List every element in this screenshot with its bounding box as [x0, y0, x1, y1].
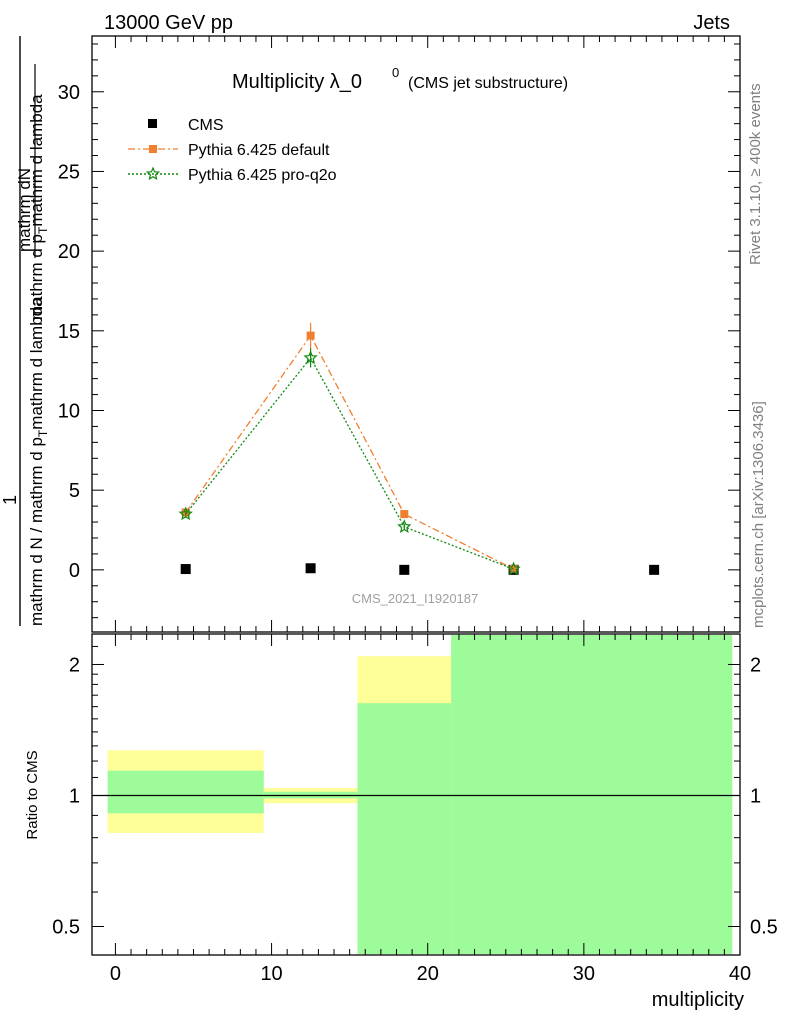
- y-tick-label: 10: [58, 400, 80, 422]
- series-line-1: [185, 334, 514, 570]
- ratio-y-tick-label-left: 1: [69, 785, 80, 807]
- y-tick-label: 30: [58, 82, 80, 104]
- ratio-y-tick-label-right: 1: [750, 785, 761, 807]
- header-jets: Jets: [693, 12, 730, 34]
- series-point-0: [180, 564, 191, 575]
- y-tick-label: 5: [69, 480, 80, 502]
- legend-marker-cms: [148, 119, 157, 128]
- title-sub: (CMS jet substructure): [408, 75, 568, 92]
- main-y-axis-label: 1 mathrm d N / mathrm d pTmathrm d lambd…: [0, 36, 50, 626]
- ratio-y-tick-label-left: 0.5: [52, 916, 80, 938]
- ratio-plot-frame: [91, 633, 741, 956]
- series-point-0: [399, 564, 410, 575]
- y-tick-label: 25: [58, 161, 80, 183]
- series-line-2: [185, 356, 514, 570]
- header-energy: 13000 GeV pp: [104, 12, 233, 34]
- y-label-denominator: mathrm d pTmathrm d lambda: [27, 94, 50, 320]
- series-point-0: [649, 564, 660, 575]
- axis-ticks: 0 10 20 30 40 0 5 10 15 20 25 30 0.5 0.5 1 1 2 2: [52, 36, 778, 985]
- series-point-0: [305, 563, 316, 574]
- ratio-y-tick-label-left: 2: [69, 654, 80, 676]
- series-point-1: [400, 510, 409, 519]
- mcplots-label: mcplots.cern.ch [arXiv:1306.3436]: [750, 401, 767, 628]
- legend-label-cms: CMS: [188, 117, 224, 134]
- analysis-watermark: CMS_2021_I1920187: [352, 591, 479, 606]
- x-tick-label: 10: [260, 963, 282, 985]
- y-label-numerator: mathrm dN: [15, 168, 34, 252]
- ratio-band-green-0: [107, 770, 264, 814]
- ratio-bands: [92, 635, 740, 954]
- main-plot-frame: [91, 35, 741, 633]
- main-series: [178, 322, 660, 576]
- ratio-y-axis-label: Ratio to CMS: [24, 750, 41, 839]
- series-point-2: [397, 519, 412, 533]
- title-superscript: 0: [392, 65, 399, 80]
- series-point-2: [506, 561, 521, 576]
- ratio-band-green-3: [451, 635, 733, 954]
- series-point-1: [306, 331, 315, 340]
- ratio-y-tick-label-right: 0.5: [750, 916, 778, 938]
- y-tick-label: 20: [58, 241, 80, 263]
- legend-marker-default: [149, 145, 157, 153]
- x-tick-label: 0: [110, 963, 121, 985]
- legend-label-proq2o: Pythia 6.425 pro-q2o: [188, 167, 337, 184]
- ratio-y-tick-label-right: 2: [750, 654, 761, 676]
- rivet-label: Rivet 3.1.10, ≥ 400k events: [747, 83, 764, 265]
- legend: CMS Pythia 6.425 default Pythia 6.425 pr…: [128, 117, 337, 184]
- x-tick-label: 20: [417, 963, 439, 985]
- series-point-2: [303, 350, 318, 365]
- x-axis-label: multiplicity: [652, 989, 744, 1011]
- y-tick-label: 0: [69, 560, 80, 582]
- y-tick-label: 15: [58, 321, 80, 343]
- title-main: Multiplicity λ_0: [232, 71, 362, 93]
- legend-marker-proq2o: [145, 166, 161, 181]
- x-tick-label: 40: [729, 963, 751, 985]
- x-tick-label: 30: [573, 963, 595, 985]
- plot-title: Multiplicity λ_0 0 (CMS jet substructure…: [232, 65, 568, 93]
- y-label-lower: mathrm d N / mathrm d pTmathrm d lambda: [27, 297, 50, 626]
- legend-label-default: Pythia 6.425 default: [188, 142, 330, 159]
- series-point-2: [178, 506, 193, 521]
- y-label-one: 1: [0, 495, 20, 505]
- ratio-band-green-2: [357, 703, 452, 954]
